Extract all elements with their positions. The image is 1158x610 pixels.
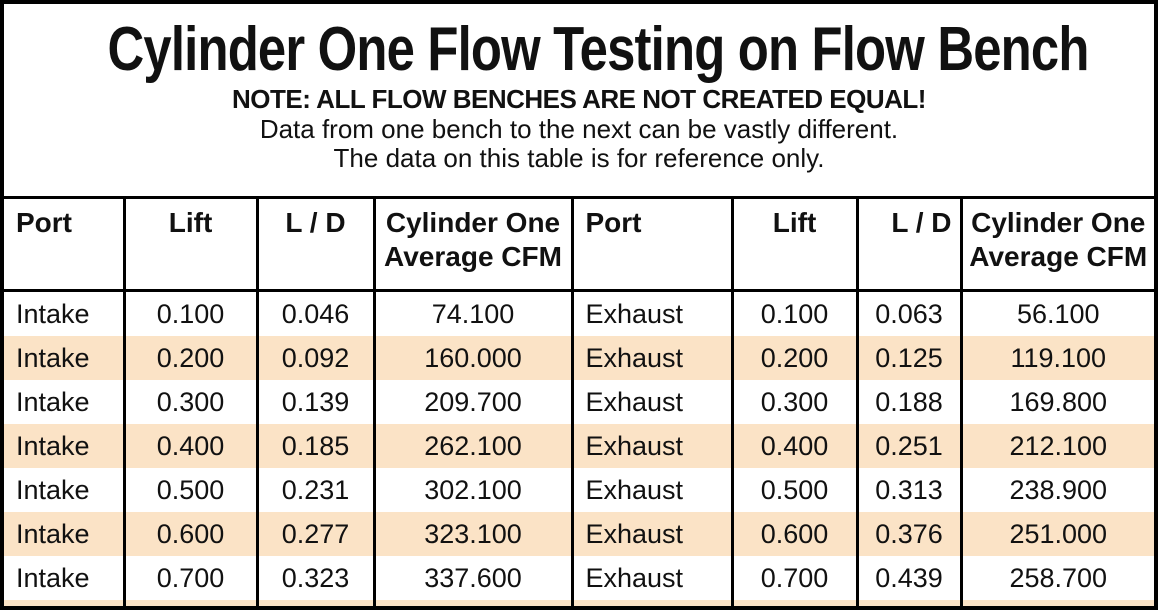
column-header-lift-exhaust: Lift	[730, 196, 857, 292]
table-cell: 0.100	[122, 290, 257, 336]
table-cell: 0.200	[122, 336, 257, 380]
table-cell: 0.300	[122, 380, 257, 424]
table-cell: 0.400	[122, 424, 257, 468]
page-title: Cylinder One Flow Testing on Flow Bench	[107, 15, 1090, 84]
table-row: Intake 0.600 0.277 323.100 Exhaust 0.600…	[4, 512, 1154, 556]
table-cell: 0.439	[855, 556, 961, 600]
table-cell: Intake	[16, 518, 90, 549]
table-cell: Exhaust	[570, 512, 732, 556]
table-row: Intake 0.100 0.046 74.100 Exhaust 0.100 …	[4, 290, 1154, 336]
table-cell: 0.185	[255, 424, 374, 468]
table-cell: Intake	[16, 430, 90, 461]
table-cell: 209.700	[372, 380, 572, 424]
table-cell: 343.300	[372, 600, 572, 606]
table-cell: 56.100	[959, 290, 1154, 336]
table-cell: 0.750	[730, 600, 857, 606]
table-cell: 0.700	[122, 556, 257, 600]
table-cell: Exhaust	[570, 468, 732, 512]
table-cell: Intake	[16, 386, 90, 417]
column-header-port-intake: Port	[4, 196, 124, 292]
table-cell: 0.277	[255, 512, 374, 556]
table-cell: 0.200	[730, 336, 857, 380]
table-row: Intake 0.300 0.139 209.700 Exhaust 0.300…	[4, 380, 1154, 424]
column-header-port-exhaust: Port	[570, 196, 732, 292]
table-cell: 260.500	[959, 600, 1154, 606]
table-cell: Intake	[4, 600, 124, 606]
table-cell: 0.046	[255, 290, 374, 336]
flow-data-table: Port Lift L / D Cylinder One Average CFM…	[4, 196, 1154, 606]
table-cell: 0.125	[855, 336, 961, 380]
table-row: Intake 0.700 0.323 337.600 Exhaust 0.700…	[4, 556, 1154, 600]
table-cell: 0.346	[255, 600, 374, 606]
table-cell: 258.700	[959, 556, 1154, 600]
title-block: Cylinder One Flow Testing on Flow Bench …	[4, 18, 1154, 196]
table-cell: Exhaust	[570, 556, 732, 600]
table-cell: 337.600	[372, 556, 572, 600]
note-line-2: The data on this table is for reference …	[333, 143, 825, 173]
column-header-cfm-intake: Cylinder One Average CFM	[372, 196, 572, 292]
header-row: Port Lift L / D Cylinder One Average CFM…	[4, 196, 1154, 292]
table-cell: 0.300	[730, 380, 857, 424]
table-cell: 74.100	[372, 290, 572, 336]
column-header-cfm-exhaust: Cylinder One Average CFM	[959, 196, 1154, 292]
table-cell: 238.900	[959, 468, 1154, 512]
table-cell: 0.231	[255, 468, 374, 512]
table-cell: 302.100	[372, 468, 572, 512]
table-cell: 0.323	[255, 556, 374, 600]
column-header-lift-intake: Lift	[122, 196, 257, 292]
table-cell: Exhaust	[570, 600, 732, 606]
table-cell: 0.139	[255, 380, 374, 424]
table-cell: Intake	[16, 298, 90, 329]
table-row: Intake 0.750 0.346 343.300 Exhaust 0.750…	[4, 600, 1154, 606]
table-cell: 262.100	[372, 424, 572, 468]
table-cell: 0.376	[855, 512, 961, 556]
table-row: Intake 0.500 0.231 302.100 Exhaust 0.500…	[4, 468, 1154, 512]
table-cell: 0.313	[855, 468, 961, 512]
column-header-ld-intake: L / D	[255, 196, 374, 292]
table-cell: 0.188	[855, 380, 961, 424]
table-cell: 0.700	[730, 556, 857, 600]
table-cell: 119.100	[959, 336, 1154, 380]
table-cell: 0.100	[730, 290, 857, 336]
table-cell: 0.500	[122, 468, 257, 512]
table-row: Intake 0.400 0.185 262.100 Exhaust 0.400…	[4, 424, 1154, 468]
table-cell: 0.251	[855, 424, 961, 468]
table-cell: Intake	[16, 342, 90, 373]
table-cell: 212.100	[959, 424, 1154, 468]
table-cell: 160.000	[372, 336, 572, 380]
table-cell: 323.100	[372, 512, 572, 556]
table-cell: 0.600	[122, 512, 257, 556]
column-header-ld-exhaust: L / D	[855, 196, 961, 292]
table-cell: 0.600	[730, 512, 857, 556]
table-cell: 0.47	[855, 600, 961, 606]
table-cell: 0.063	[855, 290, 961, 336]
table-cell: 251.000	[959, 512, 1154, 556]
note-heading: NOTE: ALL FLOW BENCHES ARE NOT CREATED E…	[232, 84, 926, 114]
table-cell: 0.400	[730, 424, 857, 468]
table-cell: Exhaust	[570, 336, 732, 380]
table-cell: 169.800	[959, 380, 1154, 424]
table-cell: Exhaust	[570, 424, 732, 468]
table-cell: 0.750	[122, 600, 257, 606]
table-cell: 0.500	[730, 468, 857, 512]
note-line-1: Data from one bench to the next can be v…	[259, 114, 899, 144]
table-cell: 0.092	[255, 336, 374, 380]
table-row: Intake 0.200 0.092 160.000 Exhaust 0.200…	[4, 336, 1154, 380]
table-cell: Intake	[16, 474, 90, 505]
table-cell: Exhaust	[570, 380, 732, 424]
table-cell: Intake	[16, 562, 90, 593]
table-cell: Exhaust	[570, 290, 732, 336]
